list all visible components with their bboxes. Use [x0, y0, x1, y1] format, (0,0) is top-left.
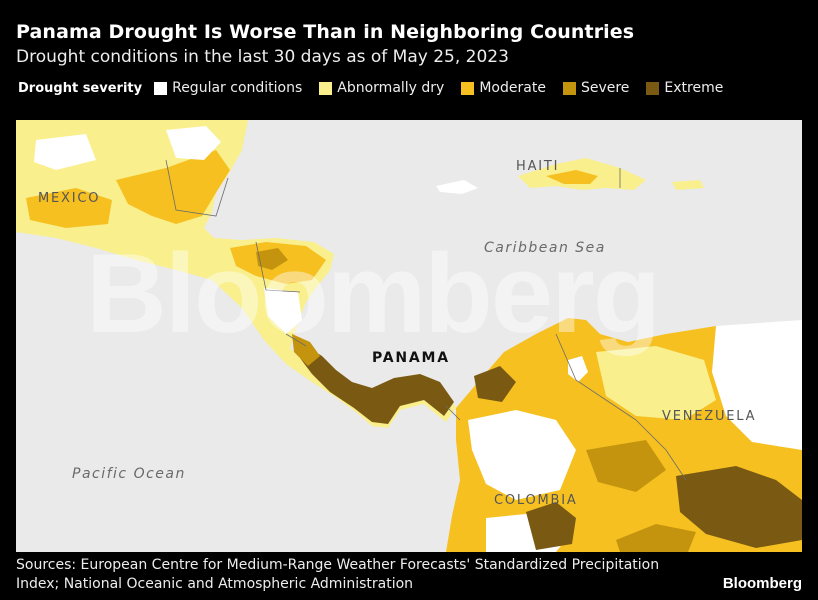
legend-label-severe: Severe — [580, 80, 630, 96]
legend-label-regular: Regular conditions — [172, 80, 303, 96]
legend-item-regular: Regular conditions — [154, 80, 302, 96]
label-mexico: MEXICO — [38, 191, 100, 206]
label-haiti: HAITI — [516, 159, 559, 174]
legend-item-severe: Severe — [562, 80, 630, 96]
legend-title: Drought severity — [18, 80, 143, 96]
legend: Drought severity Regular conditions Abno… — [18, 79, 740, 97]
legend-swatch-extreme — [646, 81, 660, 95]
mexico-moderate-2 — [26, 188, 112, 228]
legend-item-extreme: Extreme — [646, 80, 723, 96]
legend-swatch-severe — [562, 81, 576, 95]
brand-logo: Bloomberg — [722, 575, 802, 592]
venezuela-extreme — [676, 466, 802, 548]
label-panama: PANAMA — [372, 350, 450, 366]
mexico-moderate — [116, 150, 230, 224]
puerto-rico-island — [672, 180, 704, 190]
colombia-severe — [586, 440, 666, 492]
country-borders — [165, 159, 687, 481]
colombia-extreme-2 — [526, 502, 576, 550]
legend-label-extreme: Extreme — [664, 80, 724, 96]
venezuela-regular — [712, 320, 802, 450]
label-caribbean-sea: Caribbean Sea — [484, 240, 606, 256]
legend-swatch-regular — [154, 81, 168, 95]
drought-map: Bloomberg MEXICO HAITI Caribbean Sea PAN… — [16, 120, 802, 552]
sources-line-2: Index; National Oceanic and Atmospheric … — [16, 576, 414, 592]
label-venezuela: VENEZUELA — [662, 409, 756, 424]
watermark-text: Bloomberg — [86, 231, 659, 356]
chart-title: Panama Drought Is Worse Than in Neighbor… — [16, 21, 635, 43]
legend-swatch-abnormally-dry — [319, 81, 333, 95]
hispaniola-moderate — [546, 170, 598, 184]
venezuela-severe — [616, 524, 696, 552]
colombia-regular — [468, 410, 576, 500]
honduras-severe — [256, 248, 288, 270]
lake-maracaibo — [568, 356, 588, 382]
legend-label-moderate: Moderate — [479, 80, 546, 96]
venezuela-dry — [596, 346, 716, 420]
label-colombia: COLOMBIA — [494, 493, 578, 508]
legend-label-abnormally-dry: Abnormally dry — [337, 80, 445, 96]
legend-item-moderate: Moderate — [461, 80, 546, 96]
legend-item-abnormally-dry: Abnormally dry — [319, 80, 444, 96]
nicaragua-regular — [264, 288, 302, 334]
sources-note: Sources: European Centre for Medium-Rang… — [16, 556, 716, 594]
jamaica-island — [454, 182, 472, 192]
map-svg: Bloomberg MEXICO HAITI Caribbean Sea PAN… — [16, 120, 802, 552]
mexico-regular — [166, 126, 221, 160]
legend-swatch-moderate — [461, 81, 475, 95]
label-pacific-ocean: Pacific Ocean — [72, 466, 186, 482]
colombia-extreme — [474, 366, 516, 402]
chart-subtitle: Drought conditions in the last 30 days a… — [16, 47, 509, 67]
sources-line-1: Sources: European Centre for Medium-Rang… — [16, 557, 660, 573]
mexico-regular-2 — [34, 134, 96, 170]
